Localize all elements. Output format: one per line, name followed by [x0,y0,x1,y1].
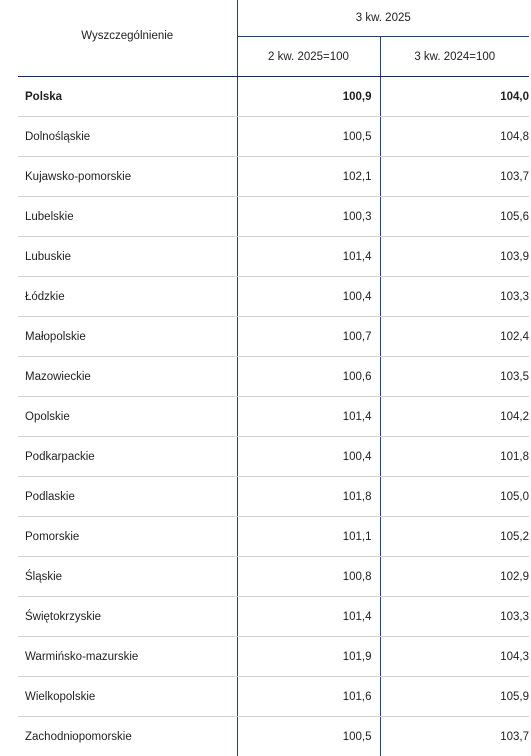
region-name-cell: Mazowieckie [18,357,237,397]
region-name-cell: Opolskie [18,397,237,437]
q2-index-cell: 100,3 [237,197,380,237]
q2-index-cell: 101,4 [237,237,380,277]
yoy-index-cell: 103,7 [380,157,529,197]
yoy-index-cell: 103,5 [380,357,529,397]
yoy-index-cell: 105,9 [380,677,529,717]
stub-header: Wyszczególnienie [18,0,237,77]
region-name-cell: Lubelskie [18,197,237,237]
q2-index-cell: 101,8 [237,477,380,517]
regional-index-table: Wyszczególnienie 3 kw. 2025 2 kw. 2025=1… [18,0,529,756]
q2-index-cell: 100,9 [237,77,380,117]
q2-index-cell: 100,7 [237,317,380,357]
q2-index-cell: 101,9 [237,637,380,677]
yoy-index-cell: 104,3 [380,637,529,677]
q2-index-cell: 100,5 [237,117,380,157]
table-header: Wyszczególnienie 3 kw. 2025 2 kw. 2025=1… [18,0,529,77]
region-name-cell: Świętokrzyskie [18,597,237,637]
q2-index-cell: 100,5 [237,717,380,756]
yoy-index-cell: 103,3 [380,597,529,637]
col1-header: 2 kw. 2025=100 [237,37,380,77]
yoy-index-cell: 105,0 [380,477,529,517]
region-name-cell: Dolnośląskie [18,117,237,157]
region-name-cell: Polska [18,77,237,117]
period-header: 3 kw. 2025 [237,0,529,37]
yoy-index-cell: 101,8 [380,437,529,477]
yoy-index-cell: 105,6 [380,197,529,237]
q2-index-cell: 100,4 [237,437,380,477]
region-name-cell: Pomorskie [18,517,237,557]
yoy-index-cell: 105,2 [380,517,529,557]
yoy-index-cell: 104,0 [380,77,529,117]
col2-header: 3 kw. 2024=100 [380,37,529,77]
yoy-index-cell: 103,9 [380,237,529,277]
yoy-index-cell: 102,4 [380,317,529,357]
q2-index-cell: 101,4 [237,597,380,637]
q2-index-cell: 100,4 [237,277,380,317]
q2-index-cell: 101,1 [237,517,380,557]
region-name-cell: Zachodniopomorskie [18,717,237,756]
yoy-index-cell: 104,2 [380,397,529,437]
q2-index-cell: 100,8 [237,557,380,597]
region-name-cell: Małopolskie [18,317,237,357]
q2-index-cell: 102,1 [237,157,380,197]
region-name-cell: Podkarpackie [18,437,237,477]
yoy-index-cell: 103,7 [380,717,529,756]
region-name-cell: Łódzkie [18,277,237,317]
q2-index-cell: 101,6 [237,677,380,717]
data-table-container: Wyszczególnienie 3 kw. 2025 2 kw. 2025=1… [0,0,531,731]
region-name-cell: Lubuskie [18,237,237,277]
region-name-cell: Warmińsko-mazurskie [18,637,237,677]
region-name-cell: Śląskie [18,557,237,597]
yoy-index-cell: 102,9 [380,557,529,597]
region-name-cell: Kujawsko-pomorskie [18,157,237,197]
yoy-index-cell: 103,3 [380,277,529,317]
yoy-index-cell: 104,8 [380,117,529,157]
q2-index-cell: 101,4 [237,397,380,437]
region-name-cell: Wielkopolskie [18,677,237,717]
q2-index-cell: 100,6 [237,357,380,397]
region-name-cell: Podlaskie [18,477,237,517]
